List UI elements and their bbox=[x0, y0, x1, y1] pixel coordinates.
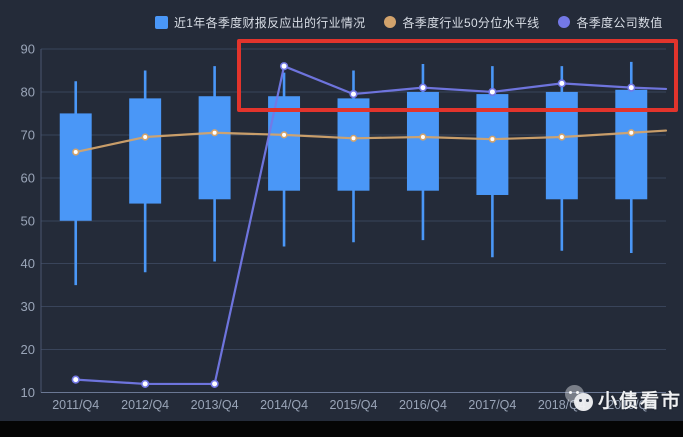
legend-item-label: 近1年各季度财报反应出的行业情况 bbox=[174, 15, 366, 30]
x-axis-tick-label: 2013/Q4 bbox=[191, 398, 239, 412]
candlestick-box-2017/Q4[interactable] bbox=[476, 94, 509, 195]
data-point-2014/Q4[interactable] bbox=[280, 131, 288, 139]
data-point-2012/Q4[interactable] bbox=[141, 133, 149, 141]
purple-circle-icon bbox=[558, 16, 571, 28]
candlestick-box-2018/Q4[interactable] bbox=[545, 91, 578, 200]
y-axis-tick-label: 30 bbox=[21, 299, 35, 314]
quarterly-industry-boxplot-chart: 10 20 30 40 50 60 70 80 90 2011/Q4 2012/Q4 2013/Q4 2… bbox=[21, 42, 668, 412]
candlestick-box-2016/Q4[interactable] bbox=[406, 91, 439, 191]
candlestick-box-2015/Q4[interactable] bbox=[337, 98, 370, 191]
x-axis-tick-label: 2017/Q4 bbox=[468, 398, 516, 412]
x-axis-tick-label: 2018/Q4 bbox=[538, 398, 586, 412]
line-series-median bbox=[74, 129, 668, 154]
y-axis-tick-label: 60 bbox=[21, 170, 35, 185]
blue-square-icon bbox=[155, 15, 168, 29]
data-point-2014/Q4[interactable] bbox=[279, 62, 289, 71]
data-point-2015/Q4[interactable] bbox=[349, 89, 358, 99]
watermark-text: 小债看市 bbox=[598, 391, 683, 412]
legend-item-label: 各季度行业50分位水平线 bbox=[402, 15, 540, 30]
legend-item-label: 各季度公司数值 bbox=[576, 15, 663, 30]
data-point-2016/Q4[interactable] bbox=[419, 133, 427, 141]
y-axis-tick-label: 80 bbox=[21, 84, 35, 99]
y-axis-tick-label: 70 bbox=[21, 127, 35, 142]
legend-item-median-line[interactable]: 各季度行业50分位水平线 bbox=[384, 14, 539, 31]
y-axis-tick-label: 90 bbox=[21, 42, 35, 57]
data-point-2011/Q4[interactable] bbox=[71, 375, 80, 384]
legend-item-company-value[interactable]: 各季度公司数值 bbox=[558, 14, 662, 31]
legend-item-industry-range[interactable]: 近1年各季度财报反应出的行业情况 bbox=[155, 14, 365, 31]
data-point-2013/Q4[interactable] bbox=[210, 379, 219, 389]
candlestick-box-2012/Q4[interactable] bbox=[129, 98, 162, 204]
y-axis-tick-label: 40 bbox=[21, 256, 35, 271]
data-point-2015/Q4[interactable] bbox=[349, 134, 358, 142]
y-axis-tick-label: 10 bbox=[21, 385, 35, 400]
data-point-2013/Q4[interactable] bbox=[211, 129, 219, 137]
data-point-2017/Q4[interactable] bbox=[488, 87, 497, 97]
chart-legend: 近1年各季度财报反应出的行业情况 各季度行业50分位水平线 各季度公司数值 bbox=[155, 13, 663, 31]
candlestick-box-2019/Q4[interactable] bbox=[615, 89, 648, 200]
data-point-2019/Q4[interactable] bbox=[627, 83, 636, 92]
x-axis-tick-label: 2016/Q4 bbox=[399, 398, 447, 412]
candlestick-box-2013/Q4[interactable] bbox=[198, 96, 231, 200]
x-axis-tick-label: 2015/Q4 bbox=[330, 398, 378, 412]
data-point-2016/Q4[interactable] bbox=[418, 83, 428, 92]
line-series-company-value bbox=[74, 65, 668, 386]
data-point-2018/Q4[interactable] bbox=[557, 79, 566, 88]
x-axis-tick-label: 2011/Q4 bbox=[52, 398, 99, 412]
x-axis-tick-label: 2019/Q4 bbox=[607, 398, 655, 412]
y-axis-tick-label: 50 bbox=[21, 213, 35, 228]
y-axis-tick-label: 20 bbox=[21, 342, 35, 357]
data-point-2012/Q4[interactable] bbox=[141, 379, 150, 389]
data-point-2018/Q4[interactable] bbox=[558, 133, 566, 141]
data-point-2019/Q4[interactable] bbox=[627, 129, 635, 137]
candlestick-box-2014/Q4[interactable] bbox=[268, 96, 301, 191]
tan-circle-icon bbox=[384, 16, 397, 28]
watermark: 小债看市 bbox=[563, 385, 682, 414]
x-axis-tick-label: 2014/Q4 bbox=[260, 398, 308, 412]
wechat-icon bbox=[563, 385, 593, 414]
data-point-2011/Q4[interactable] bbox=[72, 148, 80, 156]
data-point-2017/Q4[interactable] bbox=[488, 135, 496, 143]
bottom-black-bar bbox=[0, 421, 683, 437]
x-axis-tick-label: 2012/Q4 bbox=[121, 398, 169, 412]
candlestick-box-2011/Q4[interactable] bbox=[59, 113, 92, 221]
